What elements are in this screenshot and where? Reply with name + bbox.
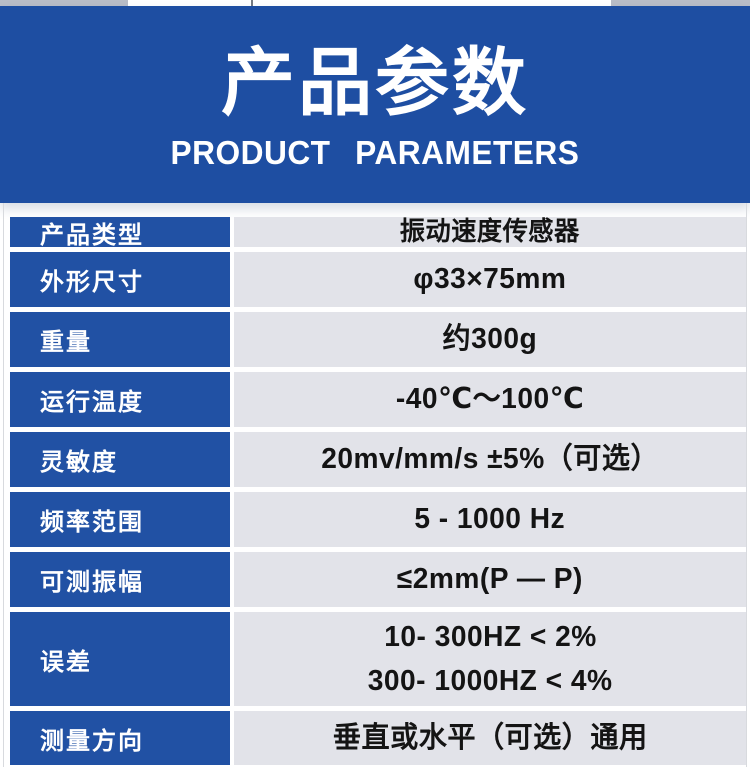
row-label: 测量方向 (10, 711, 230, 765)
row-value: 5 - 1000 Hz (234, 492, 746, 547)
row-value: 20mv/mm/s ±5%（可选） (234, 432, 746, 487)
table-row: 外形尺寸 φ33×75mm (10, 252, 746, 307)
row-value: φ33×75mm (234, 252, 746, 307)
row-value: -40℃～100℃ (234, 372, 746, 427)
table-row: 测量方向 垂直或水平（可选）通用 (10, 711, 746, 765)
value-line: 5 - 1000 Hz (414, 503, 566, 536)
row-label: 灵敏度 (10, 432, 230, 487)
table-row: 灵敏度 20mv/mm/s ±5%（可选） (10, 432, 746, 487)
row-label: 可测振幅 (10, 552, 230, 607)
table-row: 重量 约300g (10, 312, 746, 367)
value-line: -40℃～100℃ (395, 383, 585, 416)
value-line: 300- 1000HZ < 4% (367, 665, 613, 697)
value-line: ≤2mm(P — P) (397, 563, 583, 596)
table-row: 可测振幅 ≤2mm(P — P) (10, 552, 746, 607)
value-line: 垂直或水平（可选）通用 (332, 721, 648, 754)
table-row: 误差 10- 300HZ < 2% 300- 1000HZ < 4% (10, 612, 746, 706)
value-line: 20mv/mm/s ±5%（可选） (321, 443, 659, 476)
top-edge-divider (251, 0, 253, 6)
top-edge-segment-right (611, 0, 750, 6)
banner: 产品参数 PRODUCT PARAMETERS (0, 6, 750, 203)
row-label: 运行温度 (10, 372, 230, 427)
page-title: 产品参数 (221, 41, 529, 124)
row-value: ≤2mm(P — P) (234, 552, 746, 607)
parameters-table: 产品类型 振动速度传感器 外形尺寸 φ33×75mm 重量 约300g 运行温度… (10, 217, 746, 765)
table-row: 频率范围 5 - 1000 Hz (10, 492, 746, 547)
value-line: 振动速度传感器 (400, 216, 580, 247)
row-value: 垂直或水平（可选）通用 (234, 711, 746, 765)
value-line: 约300g (442, 323, 538, 356)
row-label: 外形尺寸 (10, 252, 230, 307)
page-top-edge-strip (0, 0, 750, 6)
table-row: 运行温度 -40℃～100℃ (10, 372, 746, 427)
row-label: 重量 (10, 312, 230, 367)
value-line: 10- 300HZ < 2% (383, 620, 597, 653)
top-edge-segment-left (0, 0, 128, 6)
value-line: φ33×75mm (413, 263, 567, 296)
row-label: 产品类型 (10, 217, 230, 249)
row-label: 频率范围 (10, 492, 230, 547)
row-label: 误差 (10, 612, 230, 706)
page-subtitle: PRODUCT PARAMETERS (170, 134, 580, 171)
row-value: 振动速度传感器 (234, 217, 746, 247)
table-row: 产品类型 振动速度传感器 (10, 217, 746, 249)
row-value: 10- 300HZ < 2% 300- 1000HZ < 4% (234, 612, 746, 706)
row-value: 约300g (234, 312, 746, 367)
